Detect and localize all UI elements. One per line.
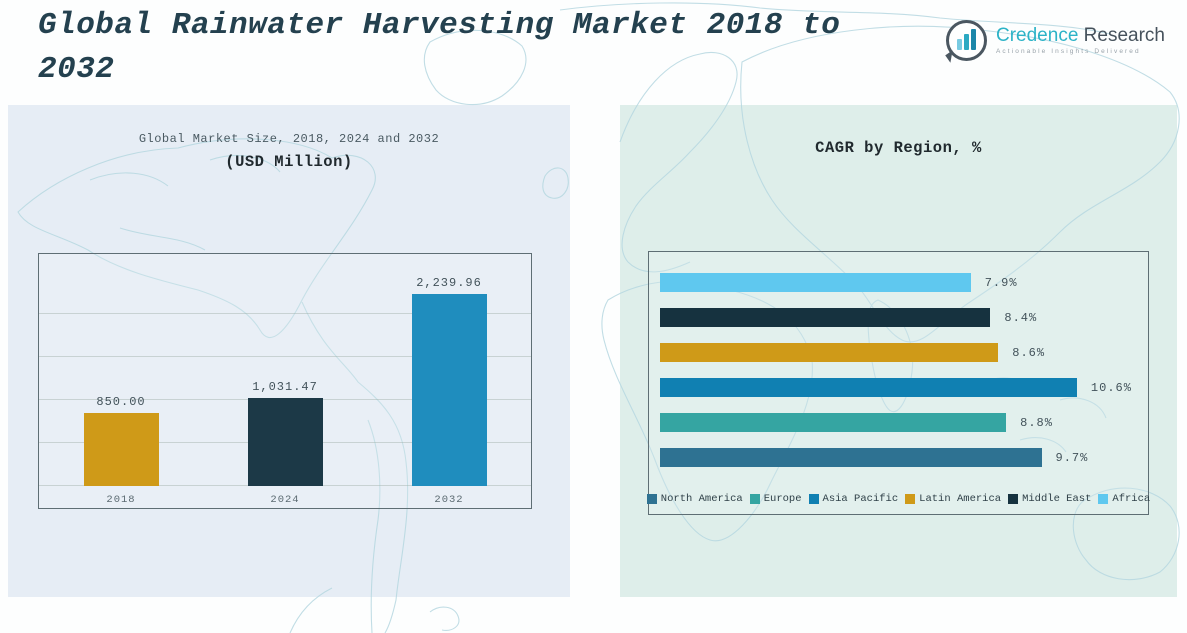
legend-swatch-icon [1098,494,1109,504]
bar-value-label: 2,239.96 [416,276,482,291]
market-size-chart-subtitle: (USD Million) [225,153,353,171]
cagr-bar [660,308,991,327]
bar-value-label: 10.6% [1090,380,1132,395]
logo-bar-chart-bubble-icon [946,20,987,61]
bar-value-label: 1,031.47 [252,379,318,394]
cagr-plot-area: 7.9% 8.4% 8.6% 10.6% 8.8% 9.7% North America E… [646,251,1150,515]
bar-value-label: 8.8% [1020,415,1053,430]
cagr-bar [660,413,1007,432]
logo-bar-icon [971,29,976,50]
market-size-bar [411,294,487,486]
bar-value-label: 7.9% [984,275,1018,290]
legend-label: Middle East [1022,493,1092,505]
market-size-bar-group: 1,031.47 [247,272,323,486]
cagr-bar [660,378,1077,397]
legend-swatch-icon [646,494,657,504]
cagr-bar-row: 9.7% [660,448,1132,467]
market-size-bar [83,413,159,486]
legend-item: Latin America [905,493,1001,505]
cagr-bar [660,448,1042,467]
cagr-legend: North America Europe Asia Pacific Latin Ame… [646,493,1150,505]
legend-item: Africa [1098,493,1150,505]
market-size-chart-title: Global Market Size, 2018, 2024 and 2032 [138,132,440,146]
legend-swatch-icon [749,494,760,504]
legend-item: North America [646,493,743,505]
logo-text: Credence Research Actionable Insights De… [996,26,1165,55]
legend-label: Latin America [919,493,1002,505]
market-size-bar-group: 850.00 [83,272,159,486]
logo-bar-icon [964,34,969,50]
market-size-plot-area: 850.00 1,031.47 2,239.96 2018 2024 2032 [38,253,532,509]
market-size-bar [247,397,323,486]
page-title-line2: 2032 [38,52,115,88]
bar-value-label: 9.7% [1055,450,1089,465]
legend-label: Europe [763,493,802,505]
legend-swatch-icon [905,494,916,504]
x-axis-label: 2024 [270,494,300,506]
market-size-chart: Global Market Size, 2018, 2024 and 2032 … [8,105,570,597]
page-title-line1: Global Rainwater Harvesting Market 2018 … [38,8,841,43]
legend-item: Asia Pacific [808,493,899,505]
legend-label: Asia Pacific [822,493,899,505]
logo-brand-name: Credence Research [996,26,1165,46]
legend-label: North America [660,493,743,505]
logo-brand-primary: Credence [996,25,1079,47]
legend-swatch-icon [1008,494,1019,504]
cagr-bar [660,343,999,362]
cagr-bar [660,273,971,292]
logo-brand-secondary: Research [1083,25,1165,47]
x-axis-label: 2018 [106,494,136,506]
logo-tagline: Actionable Insights Delivered [996,47,1141,55]
cagr-bar-row: 8.4% [660,308,1132,327]
market-size-bars: 850.00 1,031.47 2,239.96 [39,272,531,486]
legend-item: Middle East [1008,493,1091,505]
bar-value-label: 8.4% [1004,310,1038,325]
market-size-bar-group: 2,239.96 [411,272,487,486]
logo-bar-icon [957,39,962,50]
credence-research-logo: Credence Research Actionable Insights De… [946,20,1165,61]
bar-value-label: 850.00 [96,395,146,410]
market-size-xlabels: 2018 2024 2032 [39,494,531,506]
cagr-bar-row: 10.6% [660,378,1132,397]
cagr-bar-row: 8.6% [660,343,1132,362]
legend-item: Europe [749,493,802,505]
cagr-chart-title: CAGR by Region, % [815,139,982,157]
bar-value-label: 8.6% [1012,345,1046,360]
cagr-bars: 7.9% 8.4% 8.6% 10.6% 8.8% 9.7% [660,273,1132,483]
page-title: Global Rainwater Harvesting Market 2018 … [38,4,908,92]
legend-swatch-icon [808,494,819,504]
legend-label: Africa [1112,493,1151,505]
x-axis-label: 2032 [434,494,464,506]
cagr-chart: CAGR by Region, % 7.9% 8.4% 8.6% 10.6% 8.8% 9… [620,105,1177,597]
cagr-bar-row: 7.9% [660,273,1132,292]
cagr-bar-row: 8.8% [660,413,1132,432]
